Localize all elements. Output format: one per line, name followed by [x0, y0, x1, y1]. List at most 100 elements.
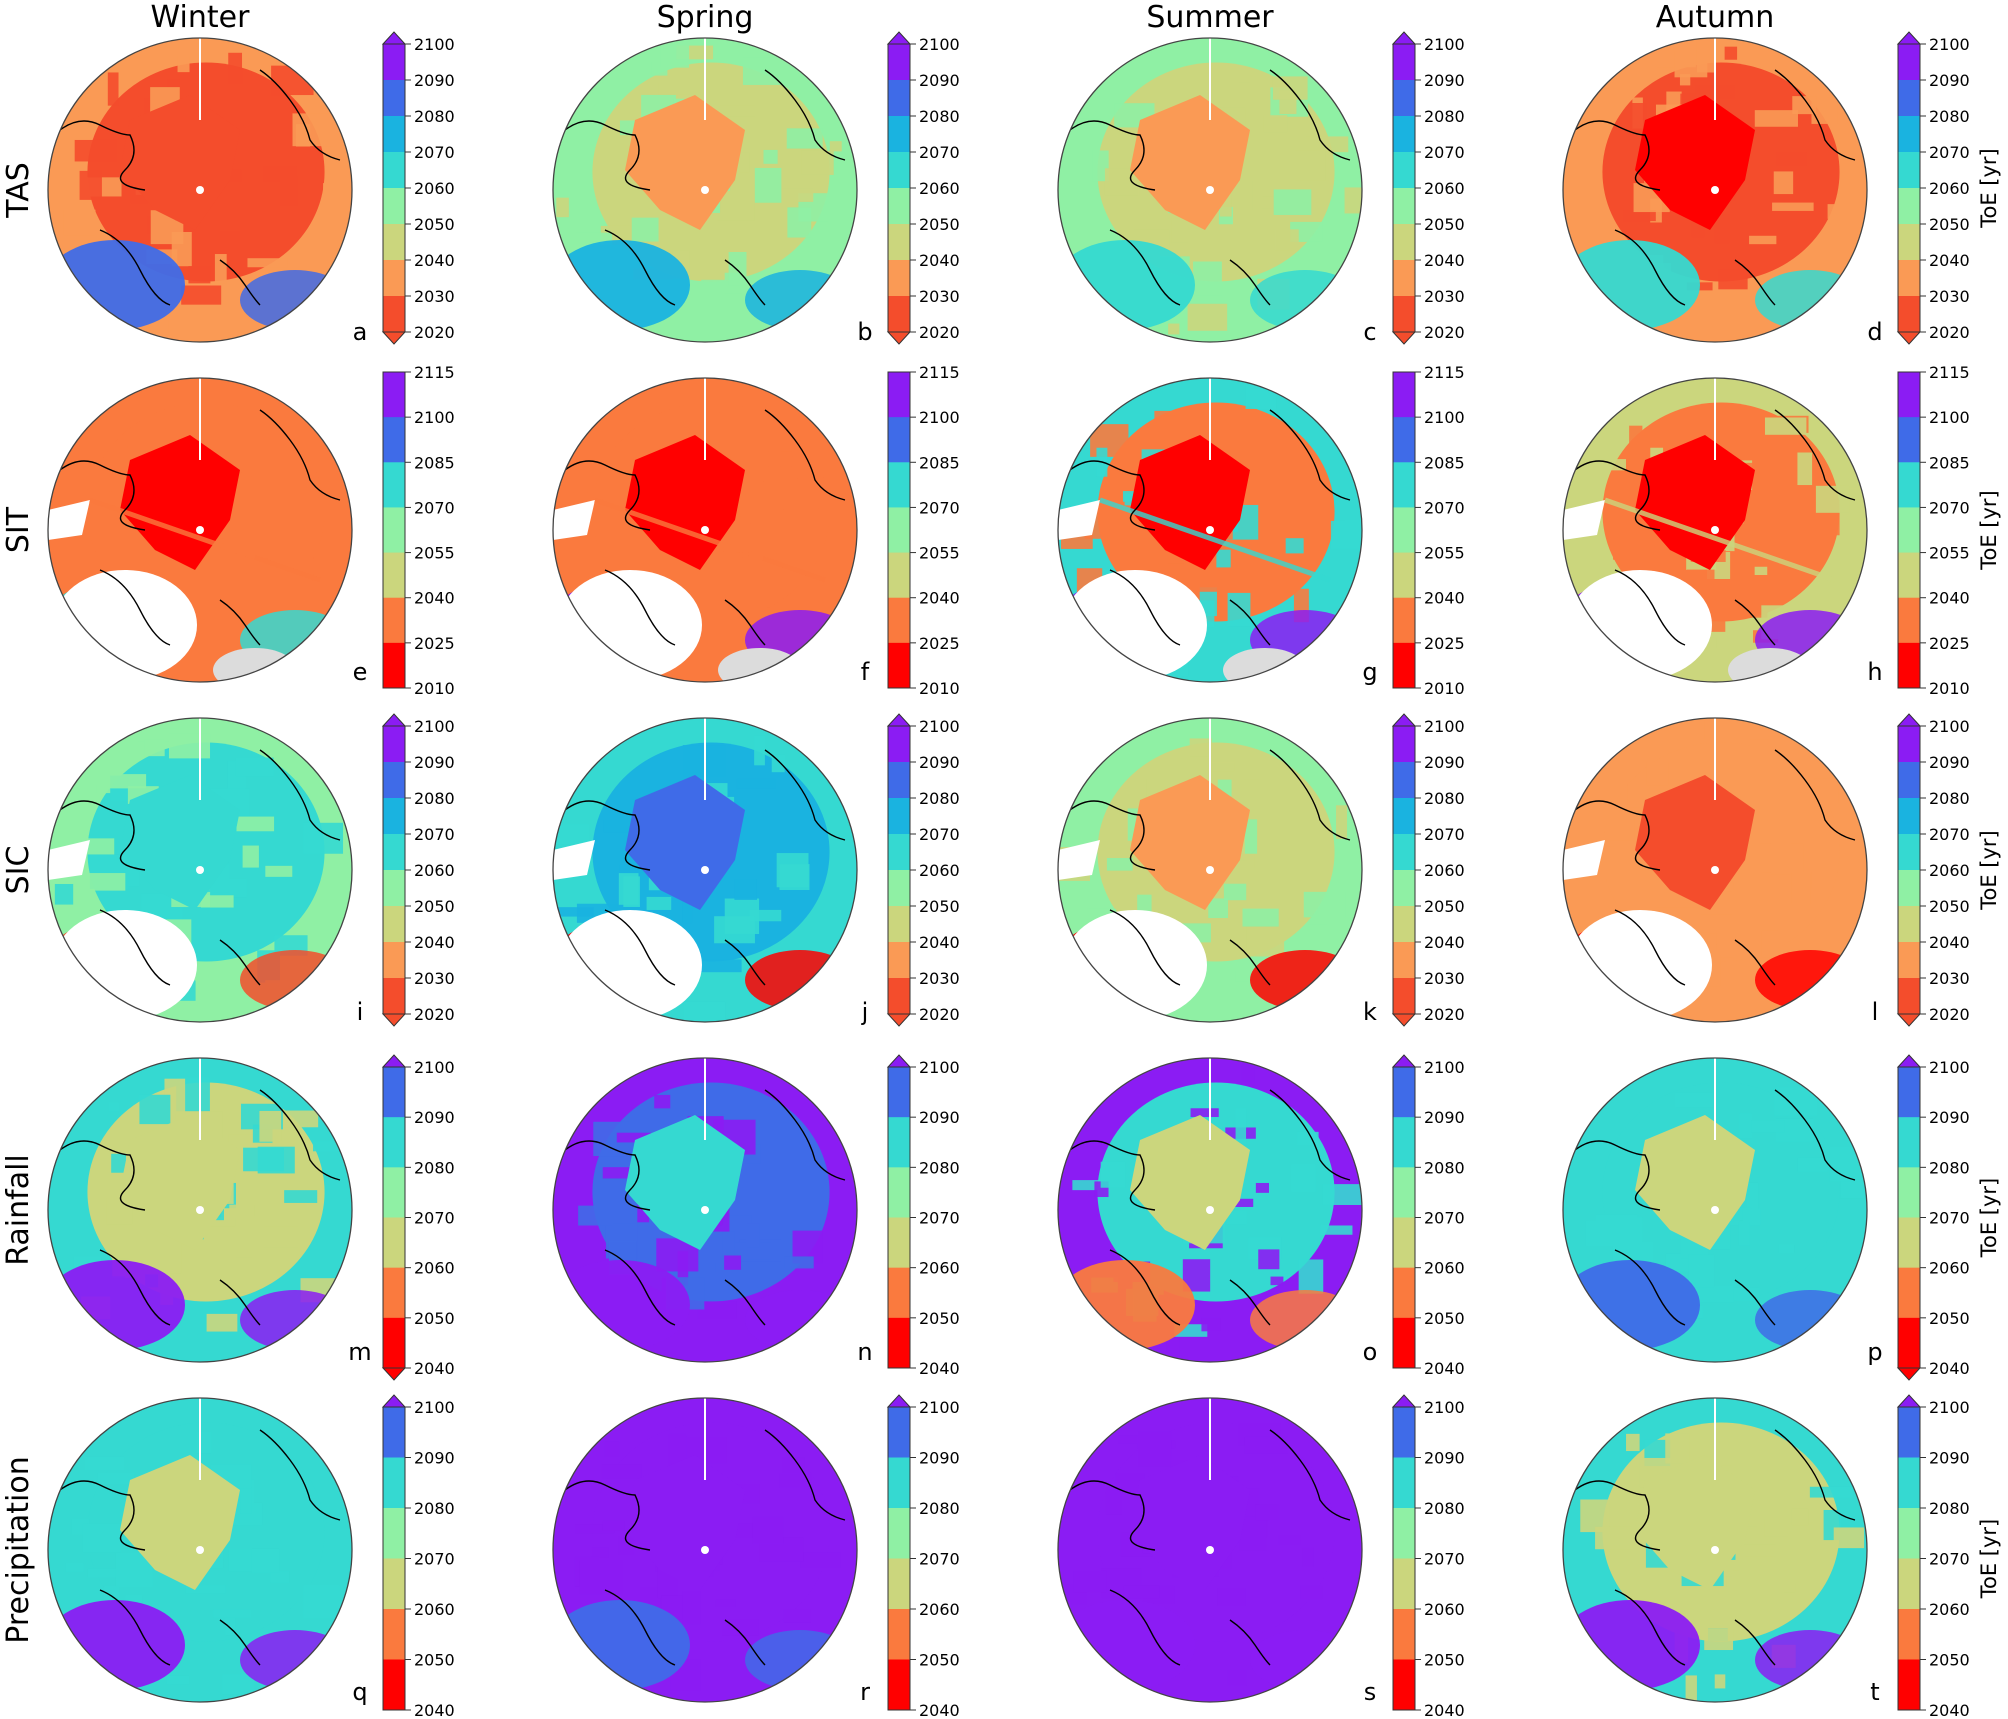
colorbar-tick-label: 2070 — [414, 1550, 455, 1569]
colorbar-tick-label: 2020 — [1424, 323, 1465, 342]
colorbar-tick-label: 2115 — [1424, 363, 1465, 382]
colorbar-tick-label: 2025 — [919, 634, 960, 653]
column-title-winter: Winter — [151, 0, 251, 35]
colorbar-tick-label: 2070 — [1424, 1550, 1465, 1569]
colorbar-tick-label: 2050 — [414, 215, 455, 234]
colorbar-segment — [383, 978, 405, 1015]
colorbar-tick-label: 2060 — [919, 1259, 960, 1278]
colorbar-tick-label: 2100 — [1424, 1058, 1465, 1077]
colorbar-segment — [1898, 726, 1920, 763]
colorbar-sit-winter: 2010 2025 2040 2055 2070 2085 2100 2115 — [382, 363, 455, 698]
colorbar-tick-label: 2090 — [919, 1108, 960, 1127]
colorbar-tick-label: 2040 — [1929, 589, 1970, 608]
colorbar-tick-label: 2060 — [1424, 1600, 1465, 1619]
colorbar-segment — [1898, 1609, 1920, 1660]
colorbar-tick-label: 2100 — [1929, 1058, 1970, 1077]
colorbar-segment — [888, 260, 910, 297]
colorbar-tick-label: 2060 — [1424, 1259, 1465, 1278]
colorbar-tick-label: 2060 — [1929, 1600, 1970, 1619]
colorbar-segment — [1898, 80, 1920, 117]
colorbar-segment — [383, 834, 405, 871]
colorbar-tick-label: 2090 — [414, 1449, 455, 1468]
colorbar-segment — [888, 224, 910, 261]
map-sit-spring: f — [552, 377, 870, 686]
colorbar-tick-label: 2100 — [414, 35, 455, 54]
map-sit-summer: g — [1057, 377, 1378, 686]
colorbar-segment — [383, 1558, 405, 1610]
map-tas-winter: a — [47, 37, 367, 346]
colorbar-segment — [1898, 152, 1920, 189]
column-title-spring: Spring — [657, 0, 754, 35]
colorbar-segment — [383, 1659, 405, 1711]
panel-letter: s — [1364, 1678, 1377, 1706]
colorbar-tick-label: 2070 — [414, 1209, 455, 1228]
colorbar-segment — [383, 417, 405, 463]
colorbar-tick-label: 2090 — [1424, 1449, 1465, 1468]
colorbar-tick-label: 2100 — [919, 717, 960, 736]
colorbar-segment — [1393, 552, 1415, 599]
colorbar-tick-label: 2040 — [919, 589, 960, 608]
colorbar-segment — [888, 978, 910, 1015]
colorbar-sic-spring: 2020 2030 2040 2050 2060 2070 2080 2090 2100 — [886, 713, 960, 1027]
row-title-sic: SIC — [1, 846, 36, 895]
colorbar-segment — [888, 1659, 910, 1711]
colorbar-tick-label: 2060 — [919, 179, 960, 198]
colorbar-segment — [888, 80, 910, 117]
colorbar-tick-label: 2100 — [414, 1398, 455, 1417]
colorbar-tick-label: 2040 — [1424, 589, 1465, 608]
colorbar-segment — [1898, 1407, 1920, 1458]
colorbar-segment — [383, 870, 405, 907]
colorbar-segment — [383, 80, 405, 117]
colorbar-segment — [383, 152, 405, 189]
colorbar-tick-label: 2020 — [1929, 1005, 1970, 1024]
colorbar-tick-label: 2060 — [919, 861, 960, 880]
colorbar-segment — [1393, 507, 1415, 554]
panel-letter: r — [860, 1678, 870, 1706]
map-sic-spring: j — [552, 717, 868, 1026]
colorbar-tick-label: 2080 — [1929, 107, 1970, 126]
colorbar-segment — [888, 116, 910, 153]
colorbar-segment — [1898, 116, 1920, 153]
row-title-tas: TAS — [1, 162, 36, 219]
colorbar-tick-label: 2020 — [1424, 1005, 1465, 1024]
colorbar-segment — [1898, 906, 1920, 943]
colorbar-segment — [888, 462, 910, 508]
colorbar-segment — [1393, 417, 1415, 463]
colorbar-segment — [888, 552, 910, 599]
colorbar-segment — [1898, 188, 1920, 225]
colorbar-tick-label: 2060 — [1929, 861, 1970, 880]
colorbar-segment — [888, 1317, 910, 1369]
colorbar-tick-label: 2085 — [1424, 453, 1465, 472]
colorbar-tick-label: 2050 — [1929, 1309, 1970, 1328]
colorbar-tick-label: 2100 — [1424, 408, 1465, 427]
colorbar-segment — [888, 798, 910, 835]
colorbar-segment — [888, 1117, 910, 1168]
colorbar-segment — [1393, 116, 1415, 153]
colorbar-tick-label: 2080 — [919, 1158, 960, 1177]
colorbar-sit-spring: 2010 2025 2040 2055 2070 2085 2100 2115 — [887, 363, 960, 698]
colorbar-tick-label: 2070 — [919, 143, 960, 162]
map-tas-summer: c — [1057, 37, 1377, 346]
colorbar-segment — [1393, 260, 1415, 297]
colorbar-segment — [1393, 1407, 1415, 1458]
colorbar-tick-label: 2010 — [919, 679, 960, 698]
colorbar-segment — [1898, 462, 1920, 508]
colorbar-tick-label: 2060 — [414, 1600, 455, 1619]
colorbar-segment — [888, 507, 910, 554]
colorbar-tick-label: 2040 — [1424, 1359, 1465, 1378]
colorbar-segment — [1898, 1267, 1920, 1319]
colorbar-segment — [1898, 1659, 1920, 1711]
colorbar-tick-label: 2055 — [414, 544, 455, 563]
colorbar-tick-label: 2090 — [1424, 1108, 1465, 1127]
colorbar-segment — [1393, 44, 1415, 81]
colorbar-tick-label: 2040 — [1424, 933, 1465, 952]
colorbar-tick-label: 2040 — [414, 589, 455, 608]
map-sit-winter: e — [47, 377, 367, 686]
colorbar-segment — [1898, 798, 1920, 835]
colorbar-tick-label: 2010 — [414, 679, 455, 698]
colorbar-tick-label: 2040 — [414, 251, 455, 270]
colorbar-tick-label: 2050 — [1424, 215, 1465, 234]
colorbar-rainfall-summer: 2040 2050 2060 2070 2080 2090 2100 — [1391, 1054, 1465, 1378]
colorbar-tick-label: 2060 — [919, 1600, 960, 1619]
colorbar-segment — [1393, 1117, 1415, 1168]
